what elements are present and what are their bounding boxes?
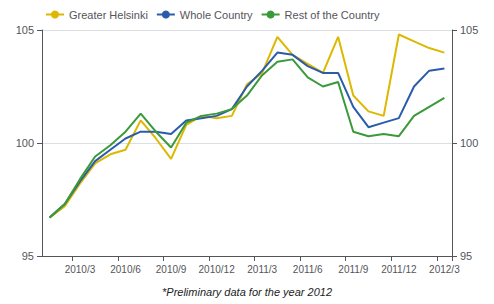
- svg-text:100: 100: [16, 137, 34, 149]
- svg-text:95: 95: [460, 250, 472, 262]
- svg-text:2011/12: 2011/12: [381, 264, 417, 275]
- svg-text:2011/3: 2011/3: [247, 264, 277, 275]
- svg-text:2010/12: 2010/12: [199, 264, 236, 275]
- svg-text:Greater Helsinki: Greater Helsinki: [69, 9, 148, 21]
- svg-text:95: 95: [22, 250, 34, 262]
- svg-text:2012/3: 2012/3: [429, 264, 460, 275]
- svg-text:100: 100: [460, 137, 478, 149]
- svg-text:2010/6: 2010/6: [110, 264, 141, 275]
- svg-text:Rest of the Country: Rest of the Country: [285, 9, 380, 21]
- svg-text:2011/9: 2011/9: [338, 264, 368, 275]
- svg-text:105: 105: [460, 24, 478, 36]
- svg-text:Whole Country: Whole Country: [180, 9, 253, 21]
- svg-text:105: 105: [16, 24, 34, 36]
- svg-text:*Preliminary data for the year: *Preliminary data for the year 2012: [162, 286, 332, 298]
- svg-text:2010/9: 2010/9: [156, 264, 187, 275]
- svg-text:2011/6: 2011/6: [293, 264, 323, 275]
- svg-text:2010/3: 2010/3: [65, 264, 96, 275]
